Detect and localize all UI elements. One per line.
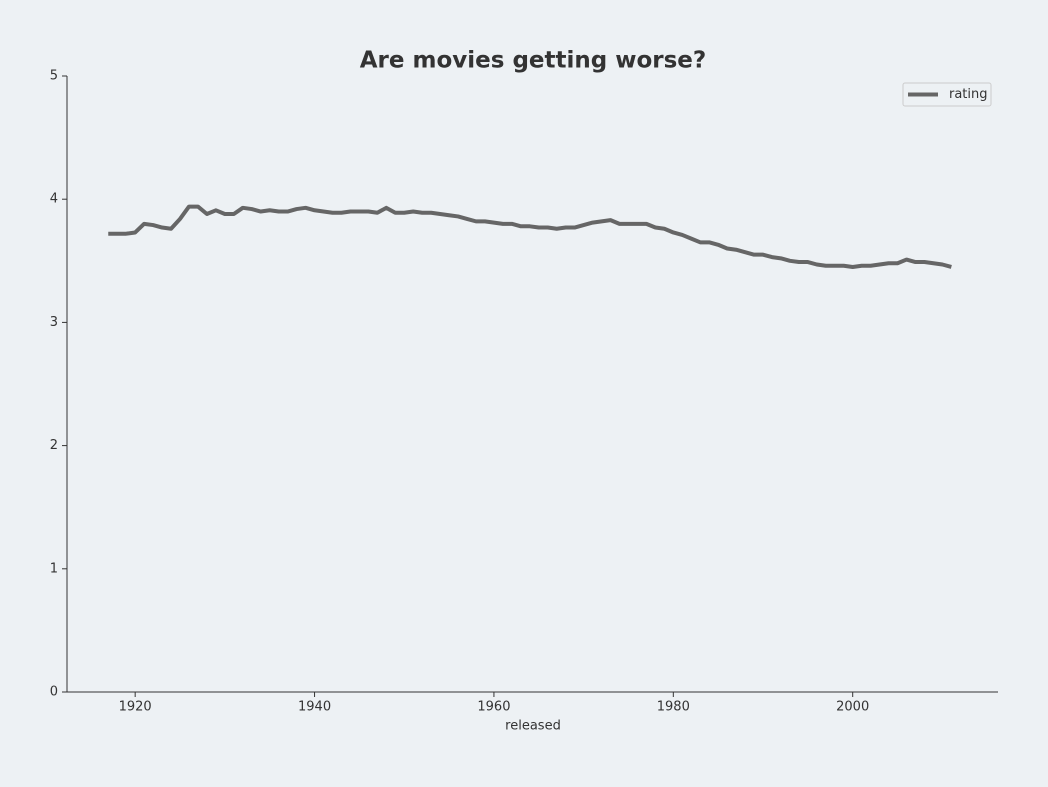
line — [108, 204, 952, 269]
x-tick-label: 1920 — [119, 700, 152, 715]
x-tick-label: 1960 — [477, 700, 510, 715]
legend-box — [902, 82, 992, 107]
x-tick-label: 2000 — [836, 700, 869, 715]
y-tick-label: 0 — [50, 685, 58, 700]
y-tick-label: 5 — [50, 69, 58, 84]
chart-title: Are movies getting worse? — [360, 48, 707, 74]
x-tick-label: 1980 — [657, 700, 690, 715]
y-tick-label: 3 — [50, 315, 58, 330]
x-tick-label: 1940 — [298, 700, 331, 715]
y-tick-label: 2 — [50, 438, 58, 453]
legend-label: rating — [949, 87, 988, 102]
y-tick-label: 4 — [50, 192, 58, 207]
y-tick-label: 1 — [50, 561, 58, 576]
x-axis-label: released — [505, 719, 561, 734]
